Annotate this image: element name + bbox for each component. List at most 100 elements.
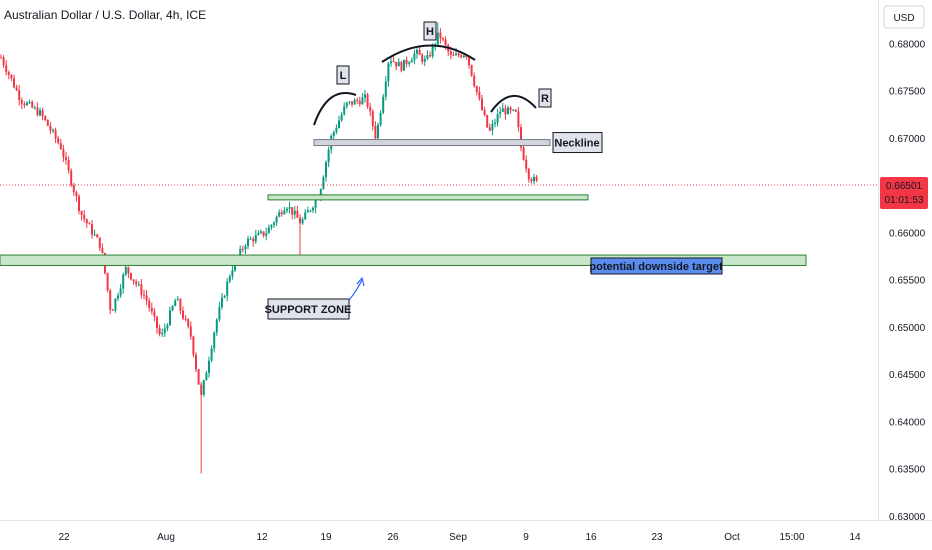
- candle-body: [379, 112, 382, 125]
- candle-body: [267, 227, 270, 234]
- currency-button[interactable]: [883, 5, 925, 29]
- candle-body: [530, 179, 533, 182]
- support-zone-label-box: [267, 298, 350, 320]
- candle-body: [468, 57, 470, 65]
- candle-body: [252, 238, 255, 242]
- candle-body: [148, 300, 151, 308]
- candle-body: [153, 311, 156, 317]
- candle-body: [67, 159, 70, 171]
- candle-body: [382, 96, 385, 113]
- price-tick-label: 0.68000: [889, 39, 926, 50]
- candle-body: [460, 55, 463, 58]
- candle-body: [174, 300, 177, 307]
- candle-body: [275, 216, 278, 223]
- right-shoulder-arc: [490, 95, 537, 113]
- candle-body: [41, 110, 44, 116]
- candle-body: [369, 106, 372, 112]
- candle-body: [525, 159, 528, 169]
- candle-body: [62, 149, 65, 158]
- candle-body: [70, 170, 73, 186]
- candle-body: [457, 53, 460, 56]
- candle-body: [85, 219, 88, 224]
- candle-body: [13, 78, 15, 88]
- candle-body: [88, 223, 91, 225]
- candle-body: [423, 58, 426, 62]
- candle-body: [405, 59, 408, 64]
- candle-body: [470, 64, 473, 76]
- candle-body: [418, 49, 421, 55]
- candle-body: [439, 32, 442, 39]
- candle-body: [210, 348, 213, 361]
- candle-body: [80, 211, 83, 215]
- support-zone-band: [0, 254, 807, 266]
- candle-body: [114, 298, 117, 311]
- candle-body: [106, 273, 109, 291]
- candle-body: [205, 372, 208, 381]
- support-zone-label: SUPPORT ZONE: [265, 304, 352, 316]
- candle-body: [384, 81, 387, 97]
- candle-body: [400, 62, 403, 71]
- candle-body: [127, 267, 130, 274]
- candle-body: [28, 101, 31, 103]
- candle-body: [171, 306, 174, 311]
- candle-body: [158, 328, 161, 335]
- candle-body: [54, 130, 57, 139]
- candle-body: [444, 39, 447, 46]
- candle-body: [213, 332, 216, 349]
- candle-body: [335, 127, 338, 132]
- candle-body: [421, 54, 424, 62]
- candle-body: [309, 210, 312, 212]
- candle-body: [265, 233, 268, 236]
- neckline-label-box: [552, 132, 603, 154]
- price-tick-label: 0.64500: [889, 370, 926, 381]
- time-tick-label: 15:00: [779, 532, 804, 543]
- bar-countdown: 01:01:53: [885, 195, 924, 206]
- time-tick-label: Sep: [449, 532, 467, 543]
- candle-body: [241, 248, 244, 250]
- candle-body: [416, 49, 418, 54]
- target-label: potential downside target: [589, 261, 723, 273]
- candle-body: [512, 109, 515, 111]
- candle-body: [273, 222, 275, 226]
- candle-body: [496, 114, 499, 123]
- candle-body: [410, 60, 413, 63]
- candle-body: [75, 192, 78, 197]
- pattern-label-box: [423, 21, 437, 41]
- candle-body: [15, 87, 18, 91]
- candle-body: [520, 127, 522, 148]
- candle-body: [322, 177, 325, 190]
- neckline-label: Neckline: [554, 138, 599, 150]
- candle-body: [291, 207, 294, 215]
- candle-body: [130, 273, 132, 280]
- pattern-label-box: [336, 65, 350, 85]
- candle-body: [46, 119, 49, 126]
- candle-body: [254, 235, 257, 242]
- candle-body: [366, 94, 369, 107]
- candle-body: [163, 328, 166, 333]
- candle-body: [413, 53, 416, 61]
- candle-body: [189, 326, 192, 337]
- candle-body: [26, 102, 28, 106]
- candle-body: [392, 61, 395, 63]
- candle-body: [122, 274, 125, 289]
- candle-body: [288, 207, 291, 209]
- candle-body: [257, 232, 260, 236]
- green-level-band: [267, 194, 589, 201]
- candle-body: [509, 107, 512, 111]
- candle-body: [184, 318, 187, 320]
- pattern-label: L: [340, 70, 347, 82]
- candle-body: [293, 210, 296, 215]
- candle-body: [65, 157, 67, 160]
- candle-body: [98, 237, 101, 249]
- time-tick-label: 16: [585, 532, 597, 543]
- candle-body: [517, 111, 520, 128]
- price-tick-label: 0.63500: [889, 465, 926, 476]
- candle-body: [522, 147, 525, 160]
- candle-body: [231, 270, 234, 277]
- candle-body: [176, 299, 179, 301]
- candle-body: [301, 219, 304, 224]
- candle-body: [49, 125, 52, 131]
- time-tick-label: Aug: [157, 532, 175, 543]
- candle-body: [140, 284, 143, 295]
